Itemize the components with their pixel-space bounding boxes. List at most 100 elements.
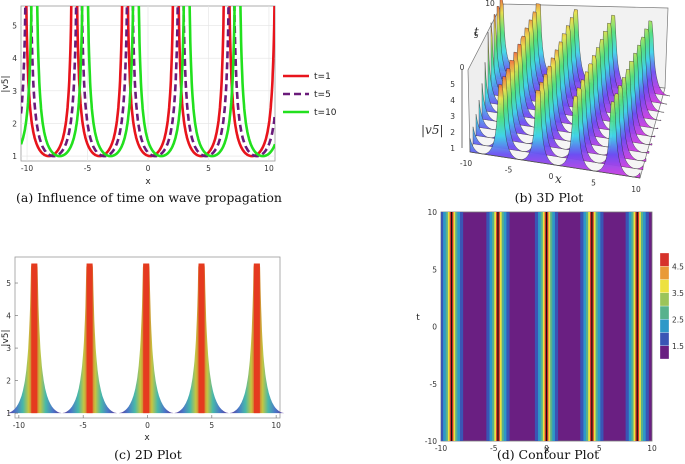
panel-c-ytick: 1: [6, 409, 11, 418]
panel-d-colorbar: 4.5 3.5 2.5 1.5: [659, 252, 684, 360]
panel-b-xtick: 0: [549, 172, 554, 181]
panel-b-ztick: 2: [450, 128, 455, 137]
panel-a-legend-label: t=10: [314, 108, 337, 118]
panel-d-band-core: [591, 212, 593, 441]
panel-c-filled-peaks: [6, 263, 286, 414]
panel-b-xtick: 10: [631, 185, 641, 194]
panel-d-colorbar-cell: [659, 319, 670, 333]
panel-d-colorbar-cell: [659, 292, 670, 307]
panel-b-ztick: 4: [450, 96, 455, 105]
panel-c-xtick: 5: [209, 421, 214, 430]
panel-c-peak-right: [146, 263, 175, 414]
panel-c-peak-right: [34, 263, 63, 414]
panel-a-xlabel: x: [145, 177, 151, 187]
caption-a: (a) Influence of time on wave propagatio…: [16, 190, 282, 205]
panel-a-xtick: -10: [21, 164, 33, 173]
panel-d-ytick: -10: [425, 437, 437, 446]
panel-b-ztick: 5: [450, 80, 455, 89]
panel-b-ztick: 3: [450, 112, 455, 121]
panel-d-contour-plot: -10 -5 0 5 10 -10 -5 0 5 10 x t 4.5 3.5 2.5 1.5: [416, 208, 684, 455]
panel-d-colorbar-tick: 4.5: [672, 262, 684, 271]
panel-a-xtick: 10: [264, 164, 274, 173]
panel-d-colorbar-tick: 1.5: [672, 342, 684, 351]
panel-d-colorbar-cell: [659, 252, 670, 267]
panel-b-ttick: 0: [460, 63, 465, 72]
panel-d-band-core: [497, 212, 499, 441]
panel-c-xtick: 0: [145, 421, 150, 430]
panel-a-ticks: -10 -5 0 5 10 1 2 3 4 5: [12, 22, 274, 173]
panel-c-ytick: 3: [6, 344, 11, 353]
panel-b-xtick: -5: [505, 166, 513, 175]
panel-c-peak-core: [31, 263, 38, 414]
panel-d-xtick: -10: [435, 444, 447, 453]
panel-a-ytick: 2: [12, 119, 17, 128]
panel-c-xtick: -10: [13, 421, 25, 430]
panel-c-ytick: 4: [6, 312, 11, 321]
panel-a-xtick: 5: [206, 164, 211, 173]
panel-a-legend: t=1 t=5 t=10: [283, 72, 337, 118]
panel-c-peak-right: [256, 263, 286, 414]
panel-d-colorbar-cell: [659, 345, 670, 360]
panel-c-ytick: 5: [6, 279, 11, 288]
panel-b-zlabel: |v5|: [421, 123, 444, 137]
panel-c-peak-core: [253, 263, 260, 414]
panel-c-ylabel: |v5|: [1, 329, 11, 346]
panel-c-peak-core: [86, 263, 93, 414]
panel-b-surface: [469, 0, 671, 179]
panel-a-line-chart: -10 -5 0 5 10 1 2 3 4 5 x |v5| t=1 t=5 t=10: [1, 5, 337, 187]
panel-d-band-core: [636, 212, 638, 441]
panel-a-ytick: 3: [12, 87, 17, 96]
panel-d-xtick: 10: [647, 444, 657, 453]
panel-b-tlabel: t: [474, 25, 479, 39]
panel-c-xtick: 10: [271, 421, 281, 430]
panel-c-peak-right: [89, 263, 118, 414]
panel-b-ttick: 10: [485, 0, 495, 8]
panel-b-x-axis: [469, 151, 641, 179]
panel-d-ylabel: t: [416, 313, 420, 323]
panel-c-peak-core: [143, 263, 150, 414]
panel-d-ytick: 10: [427, 208, 437, 217]
panel-a-ytick: 4: [12, 54, 17, 63]
panel-b-surface-strip: [472, 76, 644, 171]
panel-d-ytick: 5: [432, 265, 437, 274]
panel-b-xlabel: x: [555, 172, 562, 186]
panel-c-2d-plot: -10 -5 0 5 10 1 2 3 4 5 x |v5|: [1, 256, 286, 443]
panel-a-series-line: [21, 6, 275, 158]
panel-a-xtick: -5: [84, 164, 92, 173]
panel-c-peak-core: [198, 263, 205, 414]
panel-b-ttick: 5: [474, 31, 479, 40]
panel-c-peak-right: [201, 263, 230, 414]
panel-d-colorbar-cell: [659, 266, 670, 280]
caption-c: (c) 2D Plot: [114, 447, 182, 462]
panel-d-ytick: -5: [430, 380, 438, 389]
panel-d-colorbar-cell: [659, 279, 670, 293]
panel-a-series-line: [21, 6, 275, 158]
panel-c-peak-left: [173, 263, 202, 414]
panel-a-legend-label: t=1: [314, 72, 331, 82]
panel-b-xtick: -10: [460, 159, 472, 168]
panel-c-xlabel: x: [144, 433, 150, 443]
panel-d-band-core: [450, 212, 453, 441]
panel-d-contour-bands: [441, 212, 649, 441]
panel-d-colorbar-cell: [659, 305, 670, 320]
panel-d-colorbar-tick: 2.5: [672, 315, 684, 324]
panel-a-xtick: 0: [146, 164, 151, 173]
panel-a-ylabel: |v5|: [1, 75, 11, 92]
panel-d-band-core: [545, 212, 548, 441]
panel-d-ytick: 0: [432, 323, 437, 332]
panel-c-ticks: -10 -5 0 5 10 1 2 3 4 5: [6, 279, 281, 430]
caption-d: (d) Contour Plot: [497, 447, 599, 462]
panel-d-colorbar-tick: 3.5: [672, 289, 684, 298]
panel-d-xlabel: x: [544, 445, 550, 455]
panel-d-ticks: -10 -5 0 5 10 -10 -5 0 5 10: [425, 208, 657, 453]
panel-c-peak-left: [6, 263, 35, 414]
panel-d-xtick: 5: [597, 444, 602, 453]
panel-d-xtick: -5: [490, 444, 498, 453]
panel-c-ytick: 2: [6, 377, 11, 386]
panel-a-ytick: 5: [12, 22, 17, 31]
panel-c-peak-left: [117, 263, 147, 414]
caption-b: (b) 3D Plot: [515, 190, 584, 205]
